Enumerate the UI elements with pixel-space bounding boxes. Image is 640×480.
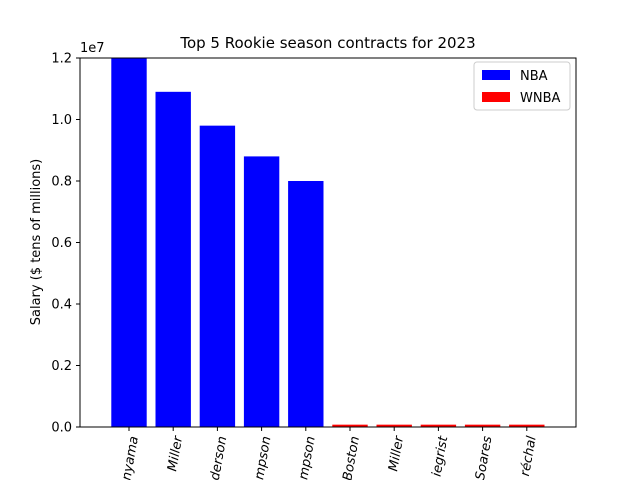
bar-wnba-10 xyxy=(509,424,545,427)
y-tick-label: 0.4 xyxy=(51,298,72,313)
legend-swatch-nba xyxy=(482,70,510,80)
y-tick-label: 0.2 xyxy=(51,359,72,374)
x-tick-label: réchal xyxy=(518,435,540,478)
bar-nba-4 xyxy=(243,156,280,427)
x-tick-label: Miller xyxy=(165,433,186,472)
y-axis-label: Salary ($ tens of millions) xyxy=(29,159,44,326)
x-tick-label: iegrist xyxy=(429,434,451,478)
x-tick-label: mpson xyxy=(296,435,318,480)
bar-nba-2 xyxy=(155,91,191,427)
y-tick-label: 0.6 xyxy=(51,236,72,251)
chart-title: Top 5 Rookie season contracts for 2023 xyxy=(179,34,475,52)
x-tick-label: nyama xyxy=(119,435,142,480)
bar-nba-3 xyxy=(199,125,236,428)
legend: NBA WNBA xyxy=(473,61,571,111)
y-tick-label: 1.2 xyxy=(51,52,72,67)
x-tick-label: Miller xyxy=(386,433,407,472)
y-tick-label: 0.8 xyxy=(51,175,72,190)
bar-wnba-9 xyxy=(464,424,501,427)
x-tick-label: Soares xyxy=(473,435,496,480)
x-ticks: nyama Miller nderson mpson mpson Boston Miller… xyxy=(119,427,540,480)
bars-group xyxy=(111,58,545,428)
bar-nba-1 xyxy=(111,58,147,427)
bar-wnba-6 xyxy=(332,424,368,427)
legend-swatch-wnba xyxy=(482,92,510,102)
bar-wnba-8 xyxy=(420,424,457,427)
bar-nba-5 xyxy=(288,181,324,427)
x-tick-label: nderson xyxy=(206,435,230,480)
y-ticks: 0.0 0.2 0.4 0.6 0.8 1.0 1.2 xyxy=(51,52,80,436)
y-tick-label: 1.0 xyxy=(51,113,72,128)
x-tick-label: mpson xyxy=(252,435,274,480)
legend-label-nba: NBA xyxy=(520,69,548,84)
bar-wnba-7 xyxy=(376,424,412,427)
plot-frame xyxy=(79,57,577,428)
y-tick-label: 0.0 xyxy=(51,421,72,436)
legend-label-wnba: WNBA xyxy=(520,91,560,106)
axis-offset-label: 1e7 xyxy=(80,41,105,56)
x-tick-label: Boston xyxy=(340,435,363,480)
